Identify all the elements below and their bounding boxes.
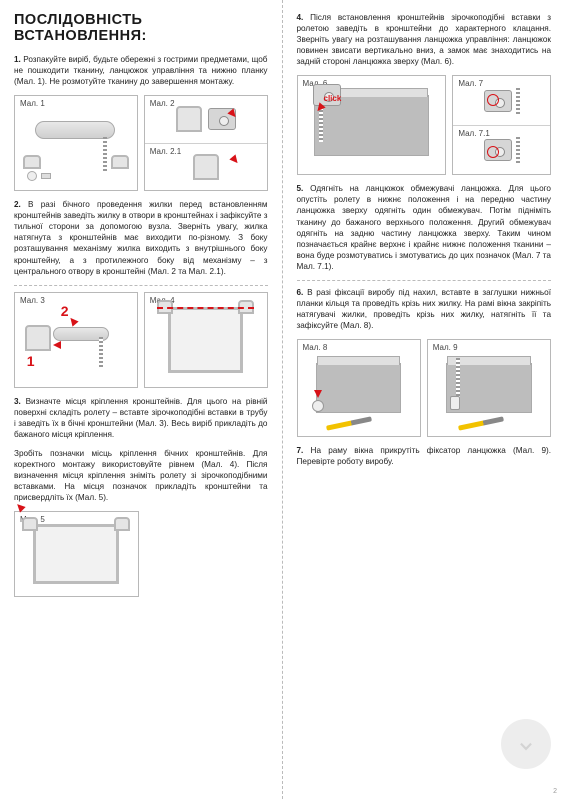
step-3a-text: Визначте місця кріплення кронштейнів. Дл… <box>14 397 268 439</box>
step-5-text: Одягніть на ланцюжок обмежувачі ланцюжка… <box>297 184 552 270</box>
fig-9: Мал. 9 <box>427 339 551 437</box>
label-m21: Мал. 2.1 <box>150 147 181 156</box>
label-m71: Мал. 7.1 <box>458 129 489 138</box>
step-3b: Зробіть позначки місць кріплення бічних … <box>14 448 268 503</box>
step-1: 1. Розпакуйте виріб, будьте обережні з г… <box>14 54 268 87</box>
fig-7-stack: Мал. 7 Мал. 7.1 <box>452 75 551 175</box>
label-m3: Мал. 3 <box>20 296 45 305</box>
label-m8: Мал. 8 <box>303 343 328 352</box>
fig-6: Мал. 6 click <box>297 75 447 175</box>
step-7: 7. На раму вікна прикрутіть фіксатор лан… <box>297 445 552 467</box>
fig-row-3: Мал. 5 <box>14 511 268 597</box>
watermark-icon <box>501 719 551 769</box>
step-3-num: 3. <box>14 397 21 406</box>
click-label: click <box>324 94 342 103</box>
page-number: 2 <box>553 788 557 795</box>
page-title: ПОСЛІДОВНІСТЬ ВСТАНОВЛЕННЯ: <box>14 12 268 44</box>
label-m7: Мал. 7 <box>458 79 483 88</box>
step-1-text: Розпакуйте виріб, будьте обережні з гост… <box>14 55 268 86</box>
fig-1: Мал. 1 <box>14 95 138 191</box>
fig-row-4: Мал. 6 click Мал. 7 Мал. 7.1 <box>297 75 552 175</box>
fig-2-stack: Мал. 2 Мал. 2.1 <box>144 95 268 191</box>
step-4: 4. Після встановлення кронштейнів зірочк… <box>297 12 552 67</box>
fig-row-2: Мал. 3 1 2 Мал. 4 <box>14 292 268 388</box>
step-2-text: В разі бічного проведення жилки перед вс… <box>14 200 268 275</box>
fig-2: Мал. 2 <box>145 96 267 144</box>
step-5: 5. Одягніть на ланцюжок обмежувачі ланцю… <box>297 183 552 272</box>
fig-4: Мал. 4 <box>144 292 268 388</box>
fig-7-1: Мал. 7.1 <box>453 126 550 175</box>
step-2-num: 2. <box>14 200 21 209</box>
step-7-text: На раму вікна прикрутіть фіксатор ланцюж… <box>297 446 552 466</box>
label-m1: Мал. 1 <box>20 99 45 108</box>
step-2: 2. В разі бічного проведення жилки перед… <box>14 199 268 276</box>
step-6-text: В разі фіксації виробу під нахил, вставт… <box>297 288 552 330</box>
fig-row-1: Мал. 1 Мал. 2 <box>14 95 268 191</box>
left-column: ПОСЛІДОВНІСТЬ ВСТАНОВЛЕННЯ: 1. Розпакуйт… <box>0 0 283 799</box>
fig-3: Мал. 3 1 2 <box>14 292 138 388</box>
step-4-text: Після встановлення кронштейнів зірочкопо… <box>297 13 552 66</box>
step-6: 6. В разі фіксації виробу під нахил, вст… <box>297 287 552 331</box>
right-column: 4. Після встановлення кронштейнів зірочк… <box>283 0 565 799</box>
step-3a: 3. Визначте місця кріплення кронштейнів.… <box>14 396 268 440</box>
fig-2-1: Мал. 2.1 <box>145 144 267 191</box>
label-m2: Мал. 2 <box>150 99 175 108</box>
fig-8: Мал. 8 <box>297 339 421 437</box>
label-m9: Мал. 9 <box>433 343 458 352</box>
step-1-num: 1. <box>14 55 21 64</box>
divider-1 <box>14 285 268 286</box>
divider-2 <box>297 280 552 281</box>
fig-7: Мал. 7 <box>453 76 550 126</box>
fig-5: Мал. 5 <box>14 511 139 597</box>
annot-num-2: 2 <box>61 303 69 319</box>
annot-num-1: 1 <box>27 353 35 369</box>
fig-row-5: Мал. 8 Мал. 9 <box>297 339 552 437</box>
